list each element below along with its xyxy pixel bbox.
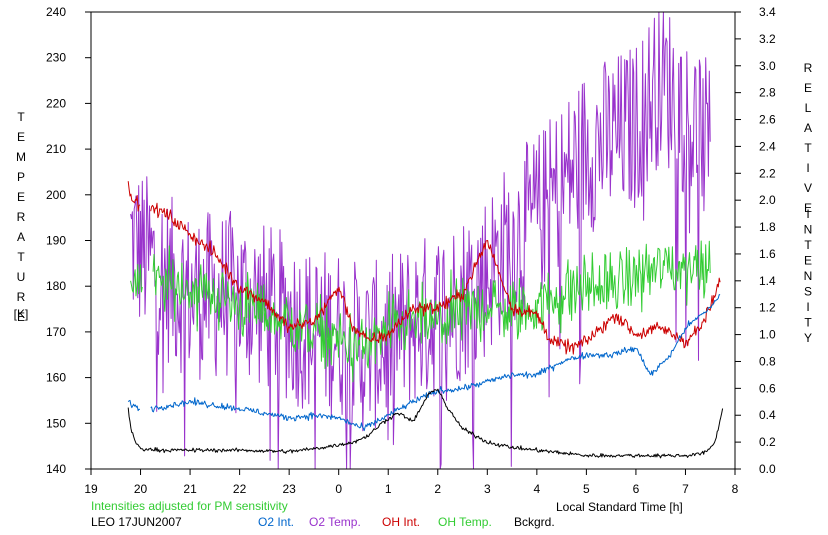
left-y-tick-label: 150: [46, 416, 66, 430]
series-line-o2-int: [127, 294, 721, 432]
left-axis-title-letter: E: [17, 190, 25, 204]
right-axis-title-letter: E: [804, 201, 812, 215]
x-tick-label: 0: [335, 482, 342, 496]
right-y-tick-label: 3.0: [759, 59, 776, 73]
x-tick-label: 4: [534, 482, 541, 496]
right-y-tick-label: 2.6: [759, 113, 776, 127]
legend-oh-int: OH Int.: [382, 515, 420, 529]
right-axis-title-letter: N: [804, 223, 813, 237]
right-y-tick-label: 0.6: [759, 381, 776, 395]
right-y-tick-label: 2.4: [759, 139, 776, 153]
left-y-tick-label: 180: [46, 279, 66, 293]
right-y-tick-label: 0.8: [759, 354, 776, 368]
right-axis-title-letter: I: [806, 207, 809, 221]
right-y-tick-label: 2.0: [759, 193, 776, 207]
x-tick-label: 8: [732, 482, 739, 496]
right-y-tick-label: 3.4: [759, 5, 776, 19]
right-y-tick-label: 1.0: [759, 328, 776, 342]
x-tick-label: 21: [183, 482, 197, 496]
series-layer: [127, 11, 724, 470]
right-axis-title-letter: I: [806, 300, 809, 314]
right-axis-title-letter: I: [806, 161, 809, 175]
right-axis-title-letter: T: [804, 238, 812, 252]
x-tick-label: 20: [134, 482, 148, 496]
left-axis-title-letter: R: [17, 290, 26, 304]
right-y-tick-label: 3.2: [759, 32, 776, 46]
series-line-oh-int: [127, 181, 721, 355]
series-line-o2-temp: [130, 11, 711, 470]
left-y-tick-label: 240: [46, 5, 66, 19]
left-y-tick-label: 190: [46, 234, 66, 248]
right-y-tick-label: 1.6: [759, 247, 776, 261]
right-axis-title-letter: V: [804, 181, 812, 195]
x-tick-label: 5: [583, 482, 590, 496]
left-axis-title-letter: A: [17, 230, 25, 244]
x-axis-title: Local Standard Time [h]: [556, 500, 683, 514]
pm-sensitivity-note: Intensities adjusted for PM sensitivity: [91, 499, 288, 513]
legend-oh-temp: OH Temp.: [438, 515, 492, 529]
right-axis-title-letter: N: [804, 269, 813, 283]
x-tick-label: 23: [282, 482, 296, 496]
left-axis-title-letter: T: [17, 250, 25, 264]
right-axis-title-letter: T: [804, 141, 812, 155]
right-axis-title-letter: R: [804, 61, 813, 75]
right-y-tick-label: 1.2: [759, 301, 776, 315]
left-axis-title-letter: E: [17, 310, 25, 324]
right-y-tick-label: 0.2: [759, 435, 776, 449]
x-tick-label: 22: [233, 482, 247, 496]
left-y-tick-label: 140: [46, 462, 66, 476]
left-y-tick-label: 200: [46, 188, 66, 202]
left-y-tick-label: 230: [46, 51, 66, 65]
right-axis-title-letter: S: [804, 285, 812, 299]
left-axis-unit: [K]: [14, 307, 29, 321]
right-axis-title-letter: Y: [804, 331, 812, 345]
legend-o2-int: O2 Int.: [258, 515, 294, 529]
left-y-tick-label: 210: [46, 142, 66, 156]
right-y-tick-label: 0.4: [759, 408, 776, 422]
left-axis-title-letter: P: [17, 170, 25, 184]
left-y-tick-label: 170: [46, 325, 66, 339]
left-axis-title-letter: M: [16, 150, 26, 164]
right-y-tick-label: 1.8: [759, 220, 776, 234]
left-y-tick-label: 160: [46, 371, 66, 385]
x-tick-label: 1: [385, 482, 392, 496]
left-axis-title-letter: E: [17, 130, 25, 144]
left-axis-title-letter: U: [17, 270, 26, 284]
x-tick-label: 19: [84, 482, 98, 496]
label-layer: 19 20 21 22 23 0 1 2 3 4 5 6 7 8140150160170180190200…: [14, 5, 813, 496]
right-axis-title-letter: E: [804, 254, 812, 268]
right-axis-title-letter: L: [805, 101, 812, 115]
left-axis-title-letter: R: [17, 210, 26, 224]
legend-o2-temp: O2 Temp.: [309, 515, 361, 529]
right-axis-title-letter: E: [804, 81, 812, 95]
right-axis-title-letter: A: [804, 121, 812, 135]
x-tick-label: 6: [633, 482, 640, 496]
tick-layer: [85, 11, 741, 475]
x-tick-label: 7: [682, 482, 689, 496]
x-tick-label: 3: [484, 482, 491, 496]
right-axis-title-letter: T: [804, 316, 812, 330]
series-line-bckgrd: [127, 388, 724, 459]
right-y-tick-label: 1.4: [759, 274, 776, 288]
x-tick-label: 2: [434, 482, 441, 496]
left-y-tick-label: 220: [46, 96, 66, 110]
left-axis-title-letter: T: [17, 110, 25, 124]
station-date-label: LEO 17JUN2007: [91, 515, 182, 529]
legend-bckgrd: Bckgrd.: [514, 515, 555, 529]
right-y-tick-label: 2.2: [759, 166, 776, 180]
right-y-tick-label: 2.8: [759, 86, 776, 100]
right-y-tick-label: 0.0: [759, 462, 776, 476]
